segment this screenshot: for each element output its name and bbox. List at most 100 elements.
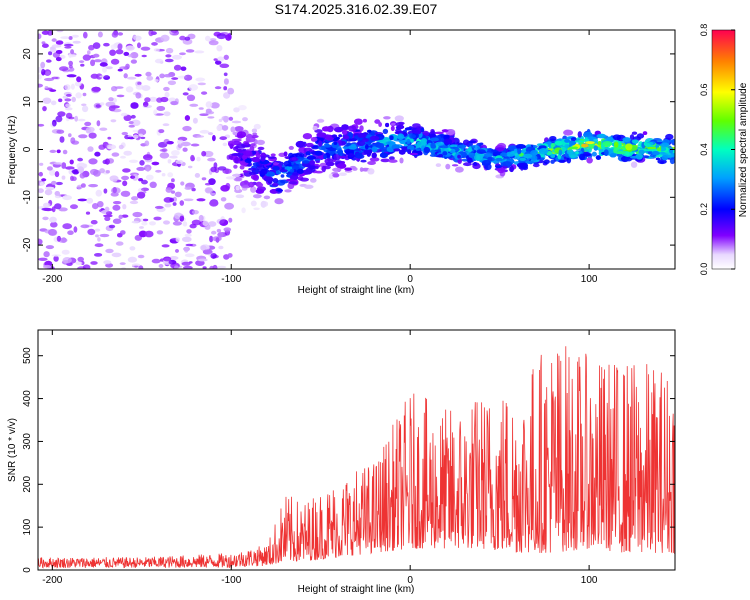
heatmap-cell [38, 83, 43, 88]
heatmap-cell [253, 194, 262, 199]
colorbar-tick-label: 0.2 [699, 203, 709, 216]
heatmap-cell [417, 151, 423, 156]
heatmap-cell [218, 118, 223, 122]
heatmap-cell [77, 166, 84, 174]
heatmap-cell [216, 228, 222, 233]
heatmap-cell [342, 129, 348, 135]
heatmap-cell [587, 136, 597, 140]
heatmap-cell [284, 189, 292, 193]
heatmap-cell [182, 38, 193, 45]
heatmap-cell [389, 156, 395, 161]
heatmap-cell [342, 146, 350, 149]
heatmap-cell [485, 153, 492, 157]
heatmap-cell [359, 167, 364, 173]
heatmap-cell [221, 125, 229, 131]
heatmap-cell [121, 175, 130, 181]
heatmap-cell [56, 129, 65, 134]
heatmap-cell [310, 178, 317, 183]
heatmap-cell [357, 140, 366, 146]
heatmap-cell [108, 224, 116, 229]
heatmap-cell [51, 38, 57, 42]
heatmap-cell [121, 214, 129, 218]
heatmap-cell [502, 161, 513, 167]
heatmap-cell [108, 105, 116, 112]
heatmap-cell [597, 141, 602, 146]
heatmap-cell [457, 154, 461, 159]
heatmap-cell [336, 149, 344, 156]
heatmap-cell [189, 103, 199, 107]
heatmap-cell [77, 256, 84, 262]
heatmap-cell [104, 216, 111, 221]
heatmap-cell [117, 233, 123, 238]
heatmap-cell [71, 34, 79, 38]
heatmap-cell [388, 159, 398, 163]
heatmap-cell [295, 140, 306, 148]
heatmap-cell [184, 74, 193, 81]
heatmap-cell [306, 155, 316, 160]
heatmap-cell [146, 166, 150, 172]
heatmap-cell [519, 157, 527, 161]
heatmap-cell [364, 144, 369, 150]
heatmap-cell [308, 165, 316, 170]
heatmap-cell [154, 205, 164, 209]
heatmap-cell [403, 143, 408, 147]
heatmap-cell [133, 35, 142, 41]
heatmap-cell [183, 198, 194, 202]
heatmap-cell [342, 135, 350, 140]
heatmap-cell [54, 171, 60, 178]
heatmap-cell [271, 182, 279, 187]
heatmap-cell [325, 161, 335, 167]
heatmap-cell [141, 179, 148, 185]
heatmap-cell [82, 92, 87, 97]
heatmap-cell [132, 134, 139, 139]
heatmap-cell [92, 203, 99, 210]
heatmap-cell [74, 81, 82, 87]
heatmap-cell [455, 166, 464, 173]
heatmap-cell [117, 68, 123, 72]
heatmap-cell [630, 155, 640, 159]
heatmap-cell [62, 257, 72, 264]
x-tick-label: 0 [407, 274, 413, 285]
heatmap-cell [62, 195, 72, 201]
heatmap-cell [215, 237, 220, 243]
heatmap-cell [263, 195, 271, 200]
heatmap-cell [233, 107, 240, 113]
heatmap-cell [169, 256, 179, 260]
heatmap-cell [165, 54, 172, 58]
heatmap-cell [289, 174, 299, 181]
heatmap-cell [51, 254, 62, 257]
heatmap-cell [231, 153, 241, 157]
heatmap-cell [257, 146, 265, 151]
heatmap-cell [39, 162, 44, 166]
heatmap-cell [103, 188, 108, 194]
heatmap-cell [333, 154, 341, 161]
heatmap-cell [223, 227, 232, 232]
heatmap-cell [156, 97, 163, 103]
heatmap-cell [406, 138, 411, 145]
heatmap-cell [577, 131, 582, 138]
heatmap-cell [144, 140, 150, 147]
heatmap-cell [369, 157, 380, 162]
heatmap-cell [543, 159, 550, 164]
heatmap-cell [42, 216, 49, 221]
heatmap-cell [63, 43, 74, 47]
heatmap-cell [111, 86, 118, 92]
heatmap-cell [106, 144, 117, 150]
heatmap-cell [210, 166, 217, 173]
heatmap-cell [132, 129, 139, 133]
heatmap-cell [250, 200, 257, 207]
heatmap-cell [179, 52, 186, 56]
heatmap-cell [141, 85, 151, 91]
heatmap-cell [51, 180, 57, 185]
heatmap-cell [73, 226, 78, 233]
heatmap-cell [234, 146, 240, 149]
heatmap-cell [58, 98, 63, 103]
heatmap-cell [191, 210, 199, 215]
heatmap-cell [209, 235, 214, 243]
heatmap-cell [185, 243, 194, 247]
heatmap-cell [132, 173, 139, 181]
heatmap-cell [44, 86, 49, 89]
heatmap-cell [234, 156, 239, 164]
heatmap-cell [186, 94, 196, 102]
